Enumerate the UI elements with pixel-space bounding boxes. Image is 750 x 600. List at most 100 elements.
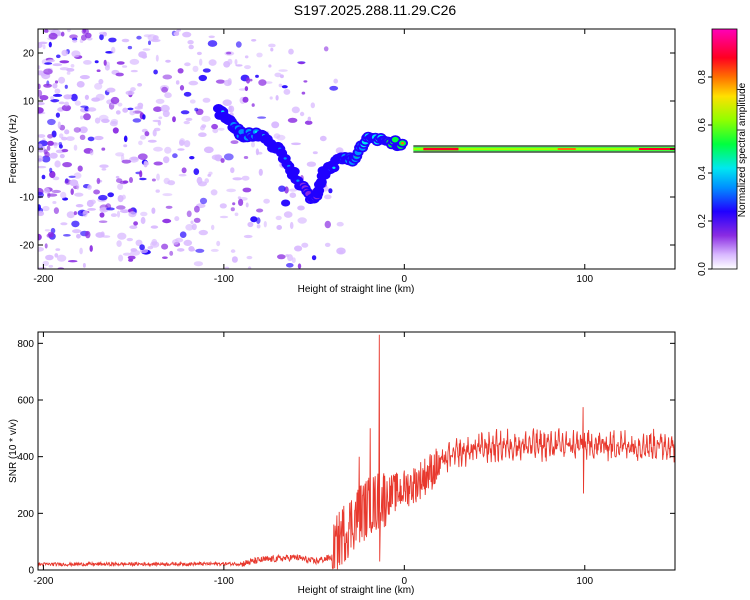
spectrogram-noise-blob [109, 121, 118, 127]
spectrogram-noise-blob [58, 144, 63, 149]
spectrogram-noise-blob [306, 161, 317, 167]
spectrogram-noise-blob [60, 222, 68, 226]
spectrogram-noise-blob [152, 129, 157, 137]
spectrogram-ylabel: Frequency (Hz) [8, 115, 19, 184]
spectrogram-noise-blob [49, 170, 56, 179]
spectrogram-noise-blob [174, 216, 180, 222]
spectrogram-xtick-label: -100 [214, 274, 234, 285]
spectrogram-noise-blob [328, 188, 333, 194]
spectrogram-noise-blob [140, 135, 146, 140]
spectrogram-noise-blob [226, 51, 232, 55]
spectrogram-noise-blob [83, 60, 92, 65]
spectrogram-noise-blob [234, 59, 238, 65]
spectrogram-noise-blob [162, 193, 173, 197]
spectrogram-noise-blob [43, 187, 50, 194]
spectrogram-noise-blob [103, 59, 107, 66]
spectrogram-noise-blob [162, 218, 172, 224]
spectrogram-noise-blob [94, 60, 99, 64]
colorbar-tick-label: 0.2 [697, 214, 708, 228]
spectrogram-noise-blob [324, 220, 331, 229]
spectrogram-noise-blob [50, 96, 55, 100]
spectrogram-noise-blob [72, 229, 82, 234]
spectrogram-noise-blob [48, 41, 52, 48]
spectrogram-xlabel: Height of straight line (km) [298, 284, 415, 295]
spectrogram-noise-blob [263, 221, 267, 228]
spectrogram-noise-blob [144, 131, 150, 137]
spectrogram-noise-blob [195, 248, 205, 253]
spectrogram-noise-blob [115, 175, 120, 179]
spectrogram-noise-blob [110, 213, 118, 218]
spectrogram-noise-blob [179, 85, 185, 91]
spectrogram-noise-blob [172, 153, 178, 159]
steady-line-core [413, 148, 675, 150]
spectrogram-noise-blob [183, 91, 192, 97]
spectrogram-noise-blob [194, 205, 200, 213]
spectrogram-noise-blob [153, 106, 163, 112]
spectrogram-noise-blob [72, 39, 78, 43]
spectrogram-noise-blob [202, 97, 211, 103]
spectrogram-trace-blob [238, 129, 246, 135]
spectrogram-noise-blob [44, 243, 48, 249]
spectrogram-noise-blob [121, 38, 130, 43]
snr-ytick-label: 200 [17, 509, 34, 520]
snr-xtick-label: 100 [576, 576, 593, 587]
spectrogram-noise-blob [155, 54, 159, 62]
spectrogram-noise-blob [106, 207, 115, 211]
spectrogram-noise-blob [86, 199, 94, 208]
spectrogram-noise-blob [150, 241, 160, 248]
spectrogram-noise-blob [216, 240, 221, 247]
spectrogram-noise-blob [242, 96, 249, 103]
spectrogram-noise-blob [44, 29, 49, 33]
spectrogram-noise-blob [336, 221, 344, 227]
spectrogram-noise-blob [38, 155, 44, 163]
spectrogram-noise-blob [52, 176, 60, 181]
spectrogram-noise-blob [70, 188, 74, 195]
snr-xtick-label: -200 [33, 576, 53, 587]
spectrogram-noise-blob [49, 167, 53, 173]
spectrogram-noise-blob [48, 29, 56, 34]
spectrogram-noise-blob [58, 76, 66, 84]
spectrogram-noise-blob [117, 232, 127, 240]
spectrogram-noise-blob [189, 156, 195, 160]
spectrogram-noise-blob [98, 220, 108, 223]
spectrogram-noise-blob [196, 51, 202, 56]
spectrogram-noise-blob [165, 59, 171, 63]
spectrogram-noise-blob [91, 97, 101, 102]
spectrogram-noise-blob [53, 207, 60, 215]
spectrogram-noise-blob [256, 217, 261, 225]
spectrogram-noise-blob [281, 199, 291, 207]
spectrogram-noise-blob [116, 205, 126, 210]
spectrogram-noise-blob [38, 143, 43, 148]
spectrogram-xtick-label: 0 [402, 274, 408, 285]
spectrogram-noise-blob [153, 161, 163, 166]
snr-ytick-label: 400 [17, 452, 34, 463]
spectrogram-noise-blob [104, 64, 110, 71]
spectrogram-noise-blob [227, 58, 233, 65]
spectrogram-noise-blob [61, 104, 72, 112]
spectrogram-noise-blob [177, 68, 184, 74]
spectrogram-noise-blob [251, 103, 255, 107]
spectrogram-noise-blob [164, 92, 172, 99]
spectrogram-trace-peak [296, 179, 300, 182]
spectrogram-noise-blob [94, 117, 101, 124]
spectrogram-noise-blob [48, 264, 54, 268]
spectrogram-noise-blob [41, 174, 46, 180]
spectrogram-noise-blob [98, 78, 104, 85]
spectrogram-noise-blob [126, 237, 133, 242]
spectrogram-noise-blob [71, 93, 78, 102]
spectrogram-noise-blob [169, 250, 174, 256]
spectrogram-noise-blob [121, 159, 132, 164]
spectrogram-noise-blob [202, 68, 211, 73]
spectrogram-noise-blob [160, 104, 170, 112]
spectrogram-noise-blob [44, 62, 53, 65]
spectrogram-noise-blob [69, 179, 79, 187]
spectrogram-xtick-label: -200 [33, 274, 53, 285]
spectrogram-noise-blob [138, 140, 143, 146]
spectrogram-noise-blob [117, 102, 123, 107]
spectrogram-noise-blob [172, 239, 179, 245]
spectrogram-noise-blob [69, 34, 78, 39]
spectrogram-noise-blob [133, 221, 139, 226]
spectrogram-noise-blob [256, 208, 264, 213]
spectrogram-noise-blob [38, 41, 48, 45]
